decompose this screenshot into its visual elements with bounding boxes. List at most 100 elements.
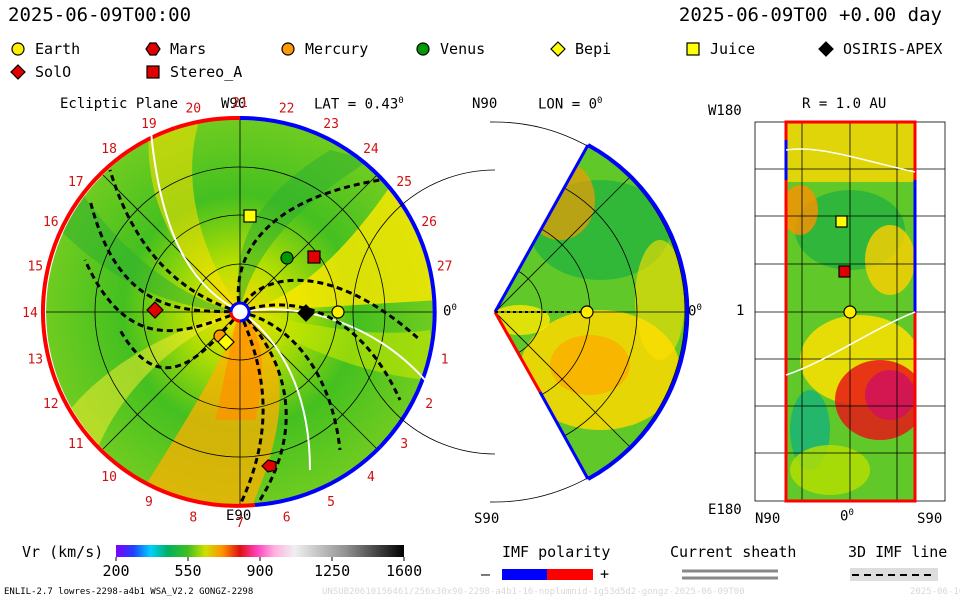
current-sheath-title: Current sheath — [670, 543, 797, 561]
osiris-apex-marker — [297, 304, 315, 322]
carrington-day-label: 14 — [22, 306, 38, 321]
ecliptic-polarity-rim — [40, 115, 437, 508]
carrington-day-label: 7 — [236, 516, 244, 531]
square-icon — [146, 65, 160, 79]
colorbar-tick-label: 200 — [102, 562, 130, 580]
circle-icon — [416, 42, 430, 56]
run-date-footer: 2025-06-10 — [910, 587, 960, 597]
run-id-footer: UNSUB20610156461/256x30x90-2298-a4b1-16-… — [322, 587, 745, 597]
legend-item-bepi: Bepi — [550, 40, 611, 58]
solo-marker — [146, 301, 164, 319]
colorbar-tick-label: 1600 — [386, 562, 423, 580]
carrington-day-label: 3 — [400, 437, 408, 452]
carrington-day-label: 11 — [68, 437, 84, 452]
diamond-icon — [818, 41, 834, 57]
carrington-day-label: 24 — [363, 142, 379, 157]
current-sheath-swatch — [682, 569, 778, 580]
legend-label: Juice — [701, 40, 756, 58]
diamond-icon — [550, 41, 566, 57]
legend-label: Mercury — [296, 40, 369, 58]
carrington-day-label: 5 — [327, 495, 335, 510]
imf-minus-label: – — [481, 565, 491, 583]
meridional-south-edge-blue — [538, 391, 590, 480]
legend-label: Mars — [161, 40, 207, 58]
diamond-icon — [10, 64, 26, 80]
elapsed-time: 2025-06-09T00 +0.00 day — [678, 4, 942, 26]
radial-stereo-a-marker — [838, 265, 851, 278]
circle-icon — [281, 42, 295, 56]
carrington-day-label: 22 — [279, 101, 295, 116]
meridional-earth-marker — [580, 305, 594, 319]
legend-label: OSIRIS-APEX — [834, 40, 943, 58]
imf-positive-swatch — [547, 569, 593, 580]
carrington-day-label: 25 — [396, 175, 412, 190]
legend-item-mars: Mars — [145, 40, 206, 58]
carrington-day-label: 10 — [101, 470, 117, 485]
carrington-day-label: 9 — [145, 495, 153, 510]
legend-item-osiris-apex: OSIRIS-APEX — [818, 40, 942, 58]
radial-title: R = 1.0 AU — [802, 96, 887, 112]
meridional-bottom-label: S90 — [474, 511, 500, 527]
carrington-day-label: 23 — [323, 117, 339, 132]
carrington-day-label: 4 — [367, 470, 375, 485]
colorbar-ticks — [115, 557, 405, 561]
ecliptic-bottom-label: E90 — [226, 508, 252, 524]
venus-marker — [280, 251, 294, 265]
legend-item-stereo-a: Stereo_A — [145, 63, 242, 81]
imf-negative-swatch — [502, 569, 547, 580]
radial-y-bottom: E180 — [708, 502, 742, 518]
legend-item-mercury: Mercury — [280, 40, 368, 58]
meridional-outer-circles — [352, 121, 686, 503]
imf-plus-label: + — [600, 565, 610, 583]
model-datetime: 2025-06-09T00:00 — [8, 4, 192, 26]
legend-item-juice: Juice — [685, 40, 755, 58]
legend-label: Bepi — [566, 40, 612, 58]
radial-x-left: N90 — [755, 511, 781, 527]
stereo-a-marker — [307, 250, 321, 264]
radial-earth-marker — [843, 305, 857, 319]
meridional-top-label: N90 — [472, 96, 498, 112]
radial-sheath-upper — [785, 148, 916, 173]
circle-icon — [11, 42, 25, 56]
square-icon — [686, 42, 700, 56]
radial-x-right: S90 — [917, 511, 943, 527]
sun-polarity-arc — [229, 311, 241, 323]
carrington-day-label: 21 — [232, 96, 248, 111]
imf-3d-title: 3D IMF line — [848, 543, 948, 561]
meridional-right-label: 00 — [688, 303, 702, 320]
ecliptic-title: Ecliptic Plane — [60, 96, 179, 112]
ecliptic-top-label: W90 — [221, 96, 247, 112]
radial-y-mid: 1 — [736, 303, 745, 319]
carrington-day-label: 2 — [425, 397, 433, 412]
carrington-day-label: 27 — [437, 259, 453, 274]
mars-marker — [261, 459, 277, 473]
radial-y-top: W180 — [708, 103, 742, 119]
current-sheath-lines — [149, 119, 426, 471]
radial-x-mid: 00 — [840, 508, 854, 525]
ecliptic-spacecraft-markers — [146, 209, 345, 473]
ecliptic-right-label: 00 — [443, 303, 457, 320]
carrington-day-label: 20 — [185, 101, 201, 116]
juice-marker — [243, 209, 257, 223]
legend-item-solo: SolO — [10, 63, 71, 81]
meridional-north-edge — [493, 144, 590, 313]
hexagon-icon — [145, 42, 161, 56]
carrington-day-label: 6 — [283, 511, 291, 526]
legend-label: Venus — [431, 40, 486, 58]
radial-spacecraft-markers — [835, 215, 857, 319]
carrington-day-label: 13 — [27, 353, 43, 368]
carrington-day-label: 12 — [43, 397, 59, 412]
carrington-day-label: 15 — [27, 259, 43, 274]
earth-marker — [331, 305, 345, 319]
carrington-day-label: 19 — [141, 117, 157, 132]
radial-juice-marker — [835, 215, 848, 228]
carrington-day-label: 18 — [101, 142, 117, 157]
carrington-day-label: 8 — [189, 511, 197, 526]
radial-velocity-field — [786, 122, 915, 501]
meridional-south-edge-red — [493, 311, 542, 393]
legend-label: SolO — [26, 63, 72, 81]
carrington-day-label: 17 — [68, 175, 84, 190]
radial-sheath-lower — [785, 311, 916, 376]
legend-item-earth: Earth — [10, 40, 80, 58]
